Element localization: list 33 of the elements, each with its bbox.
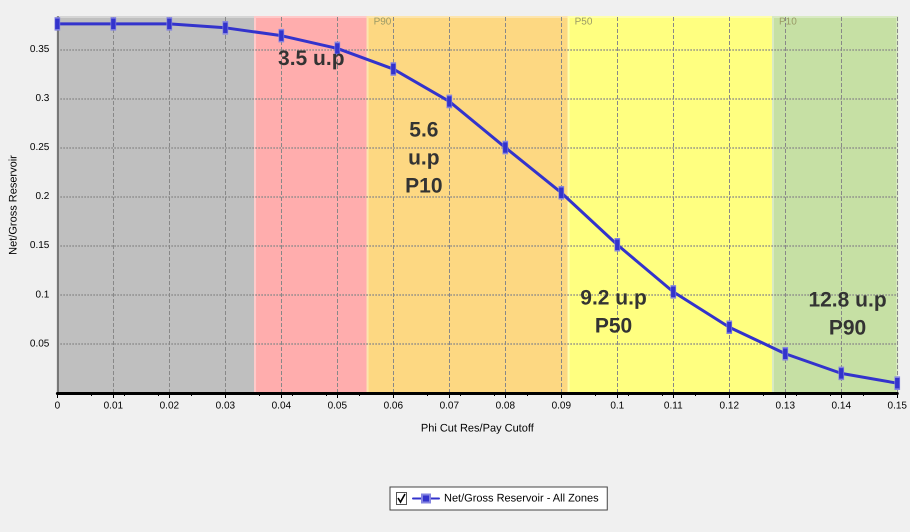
annotation: 5.6 u.p P10 [405, 118, 443, 198]
y-tick-label: 0.3 [35, 92, 50, 104]
x-tick-label: 0.04 [272, 400, 292, 412]
y-tick-label: 0.35 [30, 44, 50, 55]
x-tick-label: 0.02 [160, 400, 180, 412]
x-tick-label: 0.08 [496, 400, 516, 412]
x-tick-label: 0.11 [664, 400, 684, 412]
annotation: 9.2 u.p P50 [580, 286, 647, 338]
x-tick-label: 0.14 [832, 400, 852, 412]
x-tick-label: 0.09 [552, 400, 572, 412]
x-tick-label: 0.12 [720, 400, 740, 412]
x-tick-label: 0.15 [888, 400, 908, 412]
x-tick-label: 0.05 [328, 400, 348, 412]
x-axis-title: Phi Cut Res/Pay Cutoff [420, 422, 535, 434]
band-label: P50 [574, 16, 593, 28]
annotation: 3.5 u.p [278, 46, 345, 70]
y-tick-label: 0.2 [35, 191, 50, 202]
y-tick-label: 0.25 [30, 142, 50, 154]
y-tick-label: 0.05 [30, 338, 50, 350]
annotation: 12.8 u.p P90 [808, 288, 887, 340]
y-tick-label: 0.15 [30, 240, 50, 252]
x-tick-label: 0.13 [776, 400, 796, 412]
x-tick-label: 0.07 [440, 400, 460, 412]
band-label: P10 [778, 16, 798, 28]
x-tick-label: 0.01 [104, 400, 124, 412]
legend-label: Net/Gross Reservoir - All Zones [444, 492, 600, 504]
y-axis-title: Net/Gross Reservoir [8, 154, 20, 255]
x-tick-label: 0.1 [610, 400, 625, 412]
y-tick-label: 0.1 [35, 289, 50, 300]
band-label: P90 [374, 16, 392, 28]
x-tick-label: 0 [54, 400, 61, 412]
x-tick-label: 0.06 [384, 400, 404, 412]
x-tick-label: 0.03 [216, 400, 236, 412]
